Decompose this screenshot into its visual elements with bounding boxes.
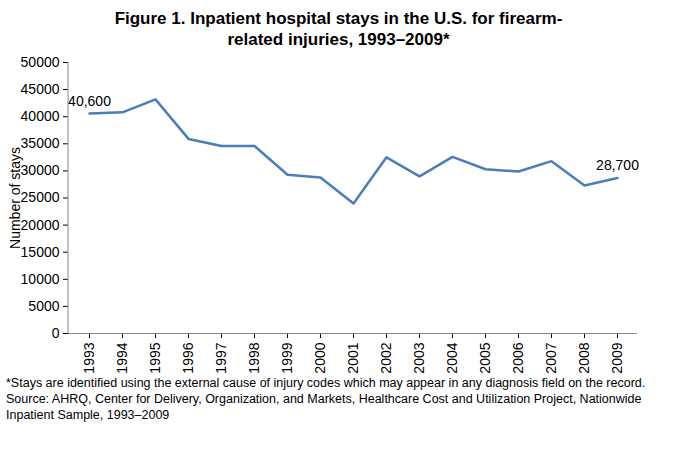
svg-text:40,600: 40,600 [68,93,111,109]
svg-text:2008: 2008 [576,342,592,373]
svg-text:2006: 2006 [510,342,526,373]
svg-text:1996: 1996 [180,342,196,373]
svg-text:2007: 2007 [543,342,559,373]
svg-text:15000: 15000 [21,244,60,260]
svg-text:20000: 20000 [21,217,60,233]
svg-text:2004: 2004 [444,342,460,373]
svg-text:1997: 1997 [213,342,229,373]
svg-text:Number of stays: Number of stays [7,147,23,249]
svg-text:1994: 1994 [114,342,130,373]
html-text:Figure 1. Inpatient hospital s: Figure 1. Inpatient hospital stays in th… [114,9,563,49]
svg-text:1995: 1995 [147,342,163,373]
svg-text:2009: 2009 [609,342,625,373]
svg-text:2005: 2005 [477,342,493,373]
svg-text:2002: 2002 [378,342,394,373]
svg-text:45000: 45000 [21,81,60,97]
svg-text:2001: 2001 [345,342,361,373]
svg-text:1998: 1998 [246,342,262,373]
svg-text:1993: 1993 [81,342,97,373]
svg-text:28,700: 28,700 [596,157,639,173]
svg-text:2003: 2003 [411,342,427,373]
svg-text:35000: 35000 [21,135,60,151]
svg-text:1999: 1999 [279,342,295,373]
html-text:Source: AHRQ, Center for Deliv: Source: AHRQ, Center for Delivery, Organ… [6,392,642,422]
svg-text:40000: 40000 [21,108,60,124]
svg-text:25000: 25000 [21,189,60,205]
svg-text:0: 0 [52,325,60,341]
svg-text:30000: 30000 [21,162,60,178]
svg-text:50000: 50000 [21,54,60,70]
svg-text:10000: 10000 [21,271,60,287]
svg-text:2000: 2000 [312,342,328,373]
html-text:*Stays are identified using th: *Stays are identified using the external… [6,376,646,390]
svg-text:5000: 5000 [28,298,59,314]
